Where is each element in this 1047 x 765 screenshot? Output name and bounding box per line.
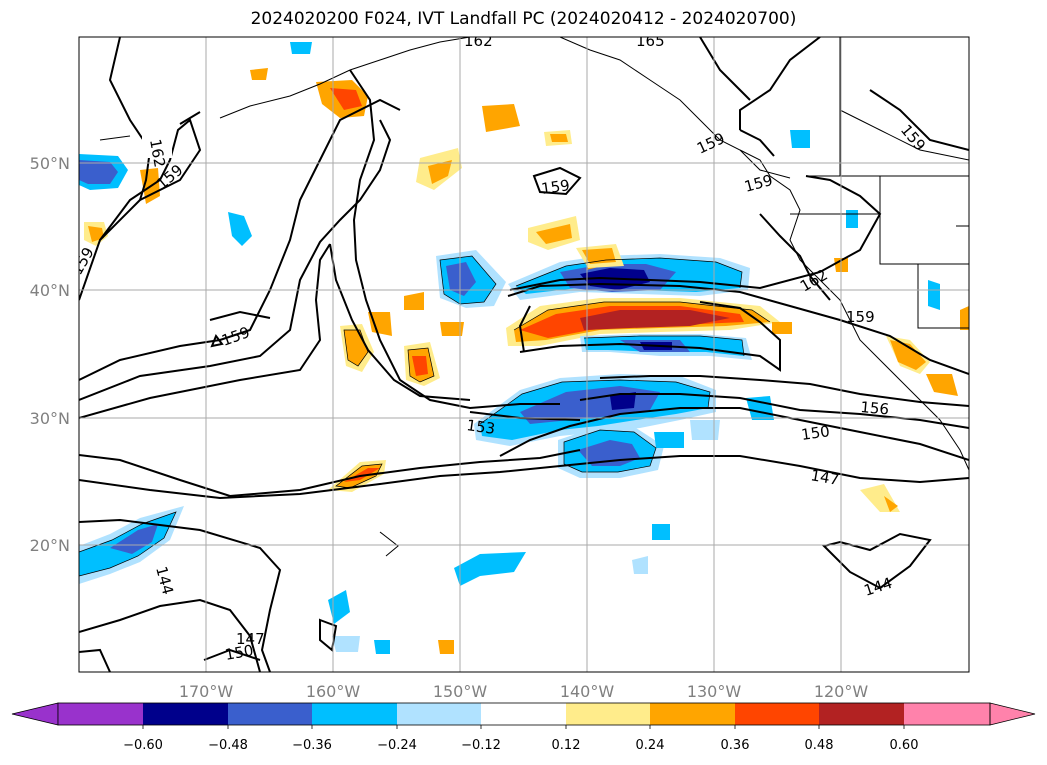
map-background [79, 37, 969, 672]
lon-tick: 150°W [433, 682, 488, 701]
latitude-tick-labels: 50°N 40°N 30°N 20°N [30, 154, 70, 555]
contour-line-147 [79, 455, 969, 500]
colorbar-segment [312, 703, 397, 725]
colorbar-tick-label: 0.24 [636, 738, 665, 753]
contour-label-159-california: 159 [846, 308, 875, 326]
contour-line-159-east [507, 282, 969, 375]
anomaly-negative-45n [228, 212, 252, 246]
colorbar-segment [904, 703, 990, 725]
colorbar-tick-label: −0.36 [292, 738, 332, 753]
colorbar-segment [819, 703, 904, 725]
colorbar-segment [566, 703, 650, 725]
colorbar-tick-label: 0.12 [552, 738, 581, 753]
contour-line-outer-west [79, 98, 401, 381]
map-content: 162 159 159 159 159 159 159 159 162 159 … [79, 32, 969, 672]
lon-tick: 170°W [179, 682, 234, 701]
contour-label-162-west: 162 [146, 138, 169, 169]
lon-tick: 160°W [306, 682, 361, 701]
colorbar-tick-label: −0.24 [377, 738, 417, 753]
contour-label-165-top: 165 [636, 32, 665, 50]
colorbar-segment [481, 703, 566, 725]
lat-tick: 50°N [30, 154, 70, 173]
colorbar-segment [143, 703, 228, 725]
map-frame [78, 36, 970, 673]
contour-label-162-top: 162 [464, 32, 493, 50]
contour-line-162-west [108, 37, 152, 201]
coastlines [99, 37, 969, 557]
colorbar-segment [735, 703, 819, 725]
lon-tick: 120°W [814, 682, 869, 701]
colorbar: −0.60 −0.48 −0.36 −0.24 −0.12 0.12 0.24 … [11, 702, 1036, 753]
colorbar-extend-low [11, 702, 59, 726]
contour-label-147-east: 147 [809, 466, 840, 489]
lat-tick: 20°N [30, 536, 70, 555]
colorbar-segment [228, 703, 312, 725]
lon-tick: 140°W [560, 682, 615, 701]
lat-tick: 30°N [30, 409, 70, 428]
colorbar-segment [650, 703, 735, 725]
contour-line-159-west [79, 118, 202, 301]
contour-label-159-central: 159 [540, 176, 571, 198]
map-title: 2024020200 F024, IVT Landfall PC (202402… [250, 9, 797, 29]
lon-tick: 130°W [687, 682, 742, 701]
colorbar-tick-label: −0.12 [461, 738, 501, 753]
colorbar-segment [397, 703, 481, 725]
lat-tick: 40°N [30, 281, 70, 300]
colorbar-segment [58, 703, 143, 725]
colorbar-extend-high [989, 702, 1036, 726]
anomaly-outlines [79, 255, 771, 577]
contour-label-147-sw: 147 [236, 630, 265, 648]
colorbar-tick-label: 0.60 [890, 738, 919, 753]
colorbar-tick-label: −0.48 [208, 738, 248, 753]
longitude-tick-labels: 170°W 160°W 150°W 140°W 130°W 120°W [179, 682, 869, 701]
gridlines [79, 37, 969, 672]
contour-line-150 [499, 407, 969, 461]
contour-label-150-sw: 150 [224, 641, 255, 664]
contour-lines [79, 37, 969, 672]
contour-label-153: 153 [465, 416, 496, 438]
colorbar-tick-label: −0.60 [123, 738, 163, 753]
colorbar-tick-label: 0.36 [721, 738, 750, 753]
colorbar-tick-label: 0.48 [805, 738, 834, 753]
contour-label-156: 156 [860, 398, 890, 418]
contour-label-150-east: 150 [800, 422, 831, 444]
contour-line-156 [599, 375, 969, 407]
